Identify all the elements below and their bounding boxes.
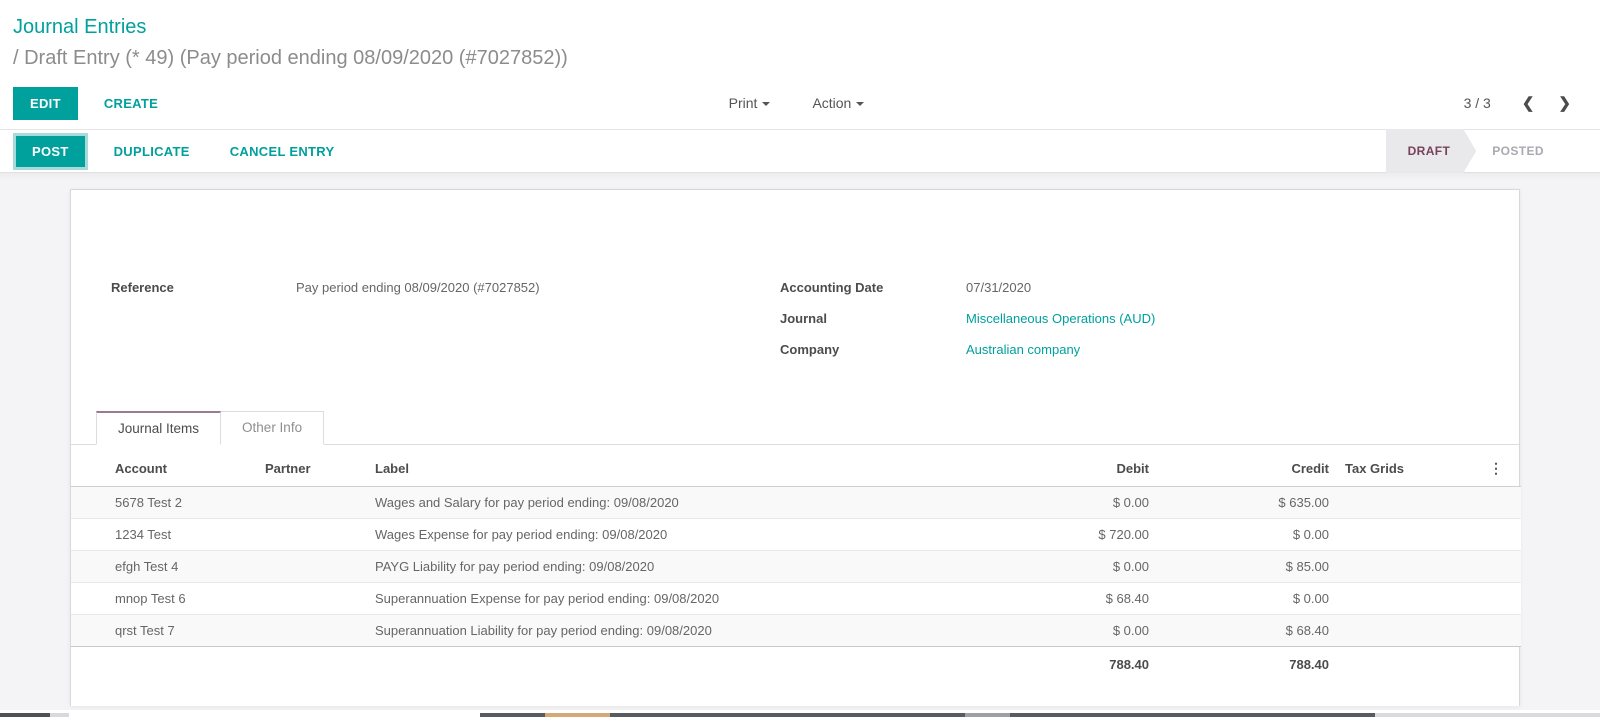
total-debit: 788.40 bbox=[981, 646, 1161, 682]
accounting-date-value: 07/31/2020 bbox=[966, 280, 1032, 295]
print-dropdown[interactable]: Print bbox=[725, 87, 775, 119]
control-panel: Journal Entries / Draft Entry (* 49) (Pa… bbox=[0, 0, 1600, 123]
totals-row: 788.40 788.40 bbox=[71, 646, 1521, 682]
cell-partner bbox=[261, 518, 371, 551]
bottom-edge-artifact bbox=[0, 713, 1600, 717]
table-row[interactable]: mnop Test 6 Superannuation Expense for pa… bbox=[71, 582, 1521, 615]
sheet: Reference Pay period ending 08/09/2020 (… bbox=[70, 189, 1521, 706]
action-dropdown[interactable]: Action bbox=[808, 87, 868, 119]
form-view: Reference Pay period ending 08/09/2020 (… bbox=[0, 173, 1600, 710]
cell-account: 5678 Test 2 bbox=[111, 486, 261, 519]
caret-down-icon bbox=[762, 102, 771, 106]
cell-dots bbox=[1461, 518, 1521, 551]
cell-partner bbox=[261, 550, 371, 583]
table-row[interactable]: qrst Test 7 Superannuation Liability for … bbox=[71, 614, 1521, 647]
statusbar: POST DUPLICATE CANCEL ENTRY DRAFT POSTED bbox=[0, 129, 1600, 173]
journal-items-table: Account Partner Label Debit Credit Tax G… bbox=[71, 451, 1521, 682]
post-button[interactable]: POST bbox=[16, 135, 85, 167]
cell-partner bbox=[261, 486, 371, 519]
cell-tax_grids bbox=[1341, 614, 1461, 647]
cell-debit: $ 68.40 bbox=[981, 582, 1161, 615]
total-credit: 788.40 bbox=[1161, 646, 1341, 682]
column-header-partner[interactable]: Partner bbox=[261, 451, 371, 487]
stage-posted[interactable]: POSTED bbox=[1492, 144, 1544, 158]
optional-columns-icon[interactable]: ⋮ bbox=[1489, 460, 1503, 476]
column-header-debit[interactable]: Debit bbox=[981, 451, 1161, 487]
cell-account: efgh Test 4 bbox=[111, 550, 261, 583]
pager-counter: 3 / 3 bbox=[1463, 95, 1491, 111]
duplicate-button[interactable]: DUPLICATE bbox=[100, 135, 204, 168]
tab-other-info[interactable]: Other Info bbox=[221, 411, 325, 445]
cell-debit: $ 0.00 bbox=[981, 614, 1161, 647]
cell-partner bbox=[261, 614, 371, 647]
cell-tax_grids bbox=[1341, 550, 1461, 583]
cell-debit: $ 0.00 bbox=[981, 550, 1161, 583]
cell-label: Superannuation Expense for pay period en… bbox=[371, 582, 981, 615]
cell-debit: $ 720.00 bbox=[981, 518, 1161, 551]
cell-credit: $ 635.00 bbox=[1161, 486, 1341, 519]
stage-draft[interactable]: DRAFT bbox=[1386, 129, 1477, 173]
cell-tax_grids bbox=[1341, 582, 1461, 615]
cell-account: mnop Test 6 bbox=[111, 582, 261, 615]
journal-label: Journal bbox=[780, 311, 827, 326]
stage-group: DRAFT POSTED bbox=[1386, 129, 1600, 173]
button-bar: EDIT CREATE Print Action 3 / 3 ❮ ❯ bbox=[13, 83, 1580, 123]
pager-next-icon[interactable]: ❯ bbox=[1558, 95, 1571, 112]
field-grid: Reference Pay period ending 08/09/2020 (… bbox=[71, 278, 1519, 371]
table-header-row: Account Partner Label Debit Credit Tax G… bbox=[71, 451, 1521, 487]
column-header-credit[interactable]: Credit bbox=[1161, 451, 1341, 487]
cell-dots bbox=[1461, 614, 1521, 647]
table-row[interactable]: 1234 Test Wages Expense for pay period en… bbox=[71, 518, 1521, 551]
cancel-entry-button[interactable]: CANCEL ENTRY bbox=[216, 135, 349, 168]
accounting-date-label: Accounting Date bbox=[780, 280, 884, 295]
company-value-link[interactable]: Australian company bbox=[966, 342, 1081, 357]
cell-account: qrst Test 7 bbox=[111, 614, 261, 647]
notebook-tabs: Journal Items Other Info bbox=[71, 411, 1519, 445]
company-label: Company bbox=[780, 342, 840, 357]
edit-button[interactable]: EDIT bbox=[13, 86, 78, 120]
cell-pad bbox=[71, 550, 111, 583]
caret-down-icon bbox=[856, 102, 865, 106]
column-header-account[interactable]: Account bbox=[111, 451, 261, 487]
breadcrumb-current: / Draft Entry (* 49) (Pay period ending … bbox=[13, 47, 568, 69]
pager-previous-icon[interactable]: ❮ bbox=[1521, 95, 1535, 112]
journal-value-link[interactable]: Miscellaneous Operations (AUD) bbox=[966, 311, 1156, 326]
cell-dots bbox=[1461, 582, 1521, 615]
cell-pad bbox=[71, 486, 111, 519]
cell-label: Superannuation Liability for pay period … bbox=[371, 614, 981, 647]
cell-credit: $ 0.00 bbox=[1161, 518, 1341, 551]
column-header-tax-grids[interactable]: Tax Grids bbox=[1341, 451, 1461, 487]
cell-tax_grids bbox=[1341, 486, 1461, 519]
create-button[interactable]: CREATE bbox=[90, 87, 172, 120]
cell-label: PAYG Liability for pay period ending: 09… bbox=[371, 550, 981, 583]
breadcrumb-parent-link[interactable]: Journal Entries bbox=[13, 16, 147, 38]
cell-pad bbox=[71, 614, 111, 647]
table-row[interactable]: 5678 Test 2 Wages and Salary for pay peri… bbox=[71, 486, 1521, 519]
cell-credit: $ 85.00 bbox=[1161, 550, 1341, 583]
tab-journal-items[interactable]: Journal Items bbox=[96, 411, 222, 445]
cell-dots bbox=[1461, 486, 1521, 519]
cell-label: Wages Expense for pay period ending: 09/… bbox=[371, 518, 981, 551]
cell-debit: $ 0.00 bbox=[981, 486, 1161, 519]
reference-value: Pay period ending 08/09/2020 (#7027852) bbox=[296, 280, 540, 295]
cell-credit: $ 0.00 bbox=[1161, 582, 1341, 615]
cell-credit: $ 68.40 bbox=[1161, 614, 1341, 647]
cell-account: 1234 Test bbox=[111, 518, 261, 551]
cell-pad bbox=[71, 582, 111, 615]
cell-tax_grids bbox=[1341, 518, 1461, 551]
reference-label: Reference bbox=[111, 280, 174, 295]
cell-dots bbox=[1461, 550, 1521, 583]
cell-pad bbox=[71, 518, 111, 551]
cell-label: Wages and Salary for pay period ending: … bbox=[371, 486, 981, 519]
cell-partner bbox=[261, 582, 371, 615]
column-header-label[interactable]: Label bbox=[371, 451, 981, 487]
table-row[interactable]: efgh Test 4 PAYG Liability for pay period… bbox=[71, 550, 1521, 583]
